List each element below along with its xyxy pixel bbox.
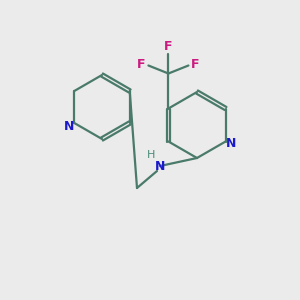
Text: N: N bbox=[225, 137, 236, 150]
Text: N: N bbox=[64, 119, 74, 133]
Text: N: N bbox=[155, 160, 165, 172]
Text: F: F bbox=[137, 58, 146, 71]
Text: F: F bbox=[191, 58, 200, 71]
Text: H: H bbox=[147, 150, 155, 160]
Text: F: F bbox=[164, 40, 173, 53]
